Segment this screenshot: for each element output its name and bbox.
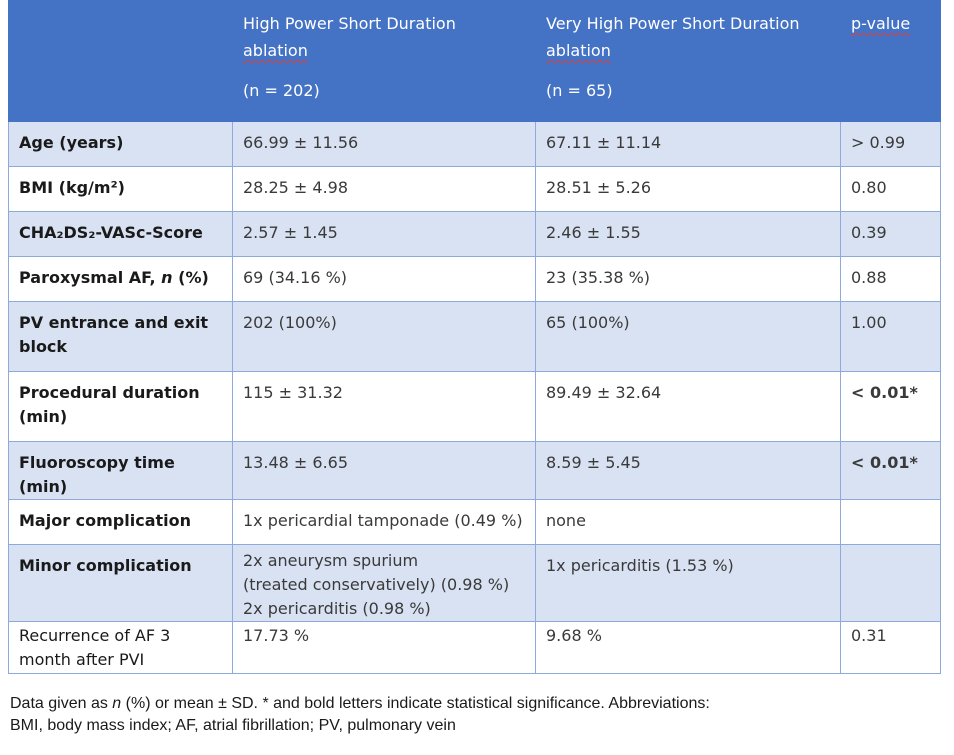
header-vhpsd-title-2: ablation xyxy=(546,41,611,60)
row-label: Fluoroscopy time (min) xyxy=(8,441,233,500)
row-label: PV entrance and exit block xyxy=(8,301,233,372)
table-row: BMI (kg/m²) 28.25 ± 4.98 28.51 ± 5.26 0.… xyxy=(8,166,941,212)
table-row: PV entrance and exit block 202 (100%) 65 … xyxy=(8,301,941,372)
vhpsd-value: 1x pericarditis (1.53 %) xyxy=(535,544,841,622)
row-label: Minor complication xyxy=(8,544,233,622)
hpsd-value: 69 (34.16 %) xyxy=(232,256,536,302)
p-value: 0.88 xyxy=(840,256,941,302)
row-label: Paroxysmal AF, n (%) xyxy=(8,256,233,302)
header-vhpsd-n: (n = 65) xyxy=(546,81,613,100)
header-hpsd: High Power Short Duration ablation (n = … xyxy=(232,0,536,122)
table-row: Minor complication 2x aneurysm spurium (t… xyxy=(8,544,941,622)
comparison-table: High Power Short Duration ablation (n = … xyxy=(8,0,941,674)
p-value: 0.39 xyxy=(840,211,941,257)
table-row: Age (years) 66.99 ± 11.56 67.11 ± 11.14 … xyxy=(8,121,941,167)
row-label: Age (years) xyxy=(8,121,233,167)
vhpsd-value: none xyxy=(535,499,841,545)
row-label: Major complication xyxy=(8,499,233,545)
hpsd-value: 202 (100%) xyxy=(232,301,536,372)
header-p-value-label: p-value xyxy=(851,14,911,33)
vhpsd-value: 2.46 ± 1.55 xyxy=(535,211,841,257)
vhpsd-value: 65 (100%) xyxy=(535,301,841,372)
row-label: BMI (kg/m²) xyxy=(8,166,233,212)
vhpsd-value: 67.11 ± 11.14 xyxy=(535,121,841,167)
p-value: 0.31 xyxy=(840,621,941,674)
header-empty-cell xyxy=(8,0,233,122)
table-row: Procedural duration (min) 115 ± 31.32 89.… xyxy=(8,371,941,442)
row-label: Procedural duration (min) xyxy=(8,371,233,442)
vhpsd-value: 8.59 ± 5.45 xyxy=(535,441,841,500)
header-hpsd-n: (n = 202) xyxy=(243,81,320,100)
table-header-row: High Power Short Duration ablation (n = … xyxy=(8,0,941,122)
header-hpsd-title-2: ablation xyxy=(243,41,308,60)
p-value-significant: < 0.01* xyxy=(840,371,941,442)
p-value-significant: < 0.01* xyxy=(840,441,941,500)
vhpsd-value: 9.68 % xyxy=(535,621,841,674)
p-value xyxy=(840,499,941,545)
table-row: Paroxysmal AF, n (%) 69 (34.16 %) 23 (35… xyxy=(8,256,941,302)
p-value: 0.80 xyxy=(840,166,941,212)
footnote-line-2: BMI, body mass index; AF, atrial fibrill… xyxy=(10,717,456,734)
table-row: Fluoroscopy time (min) 13.48 ± 6.65 8.59… xyxy=(8,441,941,500)
p-value xyxy=(840,544,941,622)
header-hpsd-title-1: High Power Short Duration xyxy=(243,14,456,33)
header-vhpsd: Very High Power Short Duration ablation … xyxy=(535,0,841,122)
row-label: CHA₂DS₂-VASc-Score xyxy=(8,211,233,257)
vhpsd-value: 28.51 ± 5.26 xyxy=(535,166,841,212)
p-value: > 0.99 xyxy=(840,121,941,167)
hpsd-value: 115 ± 31.32 xyxy=(232,371,536,442)
hpsd-value: 17.73 % xyxy=(232,621,536,674)
table-row: CHA₂DS₂-VASc-Score 2.57 ± 1.45 2.46 ± 1.… xyxy=(8,211,941,257)
hpsd-value: 1x pericardial tamponade (0.49 %) xyxy=(232,499,536,545)
row-label: Recurrence of AF 3 month after PVI xyxy=(8,621,233,674)
table-row: Major complication 1x pericardial tampon… xyxy=(8,499,941,545)
header-vhpsd-title-1: Very High Power Short Duration xyxy=(546,14,800,33)
hpsd-value: 28.25 ± 4.98 xyxy=(232,166,536,212)
header-p-value: p-value xyxy=(840,0,941,122)
hpsd-value: 13.48 ± 6.65 xyxy=(232,441,536,500)
table-row: Recurrence of AF 3 month after PVI 17.73 … xyxy=(8,621,941,674)
table-footnote: Data given as n (%) or mean ± SD. * and … xyxy=(10,693,910,737)
vhpsd-value: 23 (35.38 %) xyxy=(535,256,841,302)
p-value: 1.00 xyxy=(840,301,941,372)
hpsd-value: 2.57 ± 1.45 xyxy=(232,211,536,257)
hpsd-value: 2x aneurysm spurium (treated conservative… xyxy=(232,544,536,622)
footnote-line-1: Data given as n (%) or mean ± SD. * and … xyxy=(10,695,710,712)
vhpsd-value: 89.49 ± 32.64 xyxy=(535,371,841,442)
hpsd-value: 66.99 ± 11.56 xyxy=(232,121,536,167)
